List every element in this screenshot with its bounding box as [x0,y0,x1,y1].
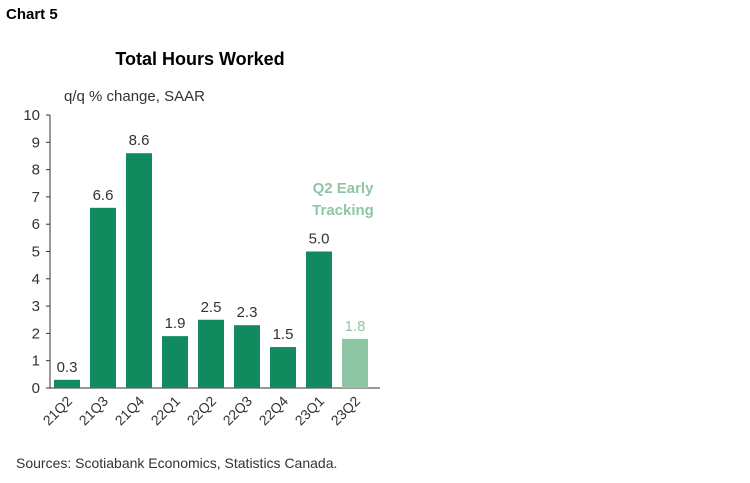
bar-21Q2 [54,379,80,388]
y-tick-label: 8 [32,162,40,179]
y-tick-label: 1 [32,353,40,370]
x-tick-label-21Q2: 21Q2 [40,393,76,429]
tracking-annotation-line-1: Q2 Early [313,180,375,197]
value-label-21Q3: 6.6 [93,187,114,204]
bar-22Q1 [162,336,188,388]
y-tick-label: 5 [32,244,40,261]
x-tick-label-22Q1: 22Q1 [148,393,184,429]
bars [54,153,368,388]
x-tick-label-23Q2: 23Q2 [328,393,364,429]
value-labels: 0.3 6.6 8.6 1.9 2.5 2.3 1.5 5.0 1.8 [57,132,366,376]
y-tick-label: 6 [32,216,40,233]
x-tick-label-21Q4: 21Q4 [112,393,148,429]
value-label-21Q2: 0.3 [57,359,78,376]
y-tick-label: 10 [23,107,40,124]
tracking-annotation: Q2 Early Tracking [312,180,374,219]
value-label-22Q3: 2.3 [237,304,258,321]
value-label-22Q2: 2.5 [201,299,222,316]
y-tick-label: 3 [32,298,40,315]
chart-title: Total Hours Worked [115,49,284,69]
bar-22Q4 [270,347,296,388]
bar-21Q3 [90,207,116,388]
source-note: Sources: Scotiabank Economics, Statistic… [16,455,338,471]
value-label-23Q2: 1.8 [345,318,366,335]
y-tick-label: 9 [32,134,40,151]
x-axis-tick-labels: 21Q2 21Q3 21Q4 22Q1 22Q2 22Q3 22Q4 23Q1 23Q2 [40,393,364,429]
value-label-22Q1: 1.9 [165,315,186,332]
tracking-annotation-line-2: Tracking [312,202,374,219]
x-tick-label-22Q3: 22Q3 [220,393,256,429]
y-axis-label: q/q % change, SAAR [64,88,205,105]
x-tick-label-22Q4: 22Q4 [256,393,292,429]
chart-number-label: Chart 5 [6,6,58,23]
x-tick-label-22Q2: 22Q2 [184,393,220,429]
value-label-22Q4: 1.5 [273,326,294,343]
y-tick-label: 7 [32,189,40,206]
value-label-23Q1: 5.0 [309,231,330,248]
bar-23Q2 [342,338,368,388]
x-tick-label-23Q1: 23Q1 [292,393,328,429]
y-tick-label: 4 [32,271,40,288]
y-tick-label: 0 [32,380,40,397]
x-tick-label-21Q3: 21Q3 [76,393,112,429]
y-tick-label: 2 [32,325,40,342]
bar-22Q2 [198,319,224,388]
value-label-21Q4: 8.6 [129,132,150,149]
bar-23Q1 [306,251,332,388]
bar-21Q4 [126,153,152,388]
bar-22Q3 [234,325,260,388]
